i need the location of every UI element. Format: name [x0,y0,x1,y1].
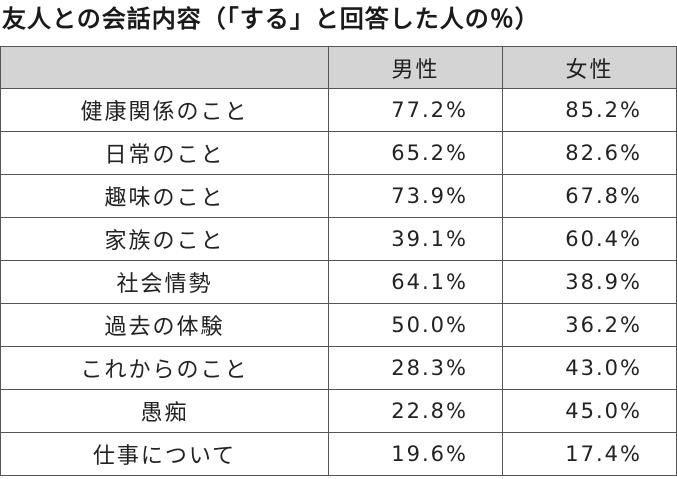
table-row: これからのこと 28.3% 43.0% [0,346,677,390]
header-cell-label [0,46,329,89]
male-value: 39.1% [328,217,503,261]
female-value: 67.8% [502,174,677,218]
male-value: 22.8% [328,389,503,433]
row-label: 趣味のこと [0,174,329,218]
row-label: 日常のこと [0,131,329,175]
table-row: 家族のこと 39.1% 60.4% [0,217,677,261]
female-value: 60.4% [502,217,677,261]
row-label: 仕事について [0,432,329,476]
row-label: 健康関係のこと [0,88,329,132]
row-label: 社会情勢 [0,260,329,304]
table-row: 日常のこと 65.2% 82.6% [0,131,677,175]
row-label: 愚痴 [0,389,329,433]
table-row: 愚痴 22.8% 45.0% [0,389,677,433]
male-value: 77.2% [328,88,503,132]
female-value: 43.0% [502,346,677,390]
male-value: 50.0% [328,303,503,347]
table-row: 過去の体験 50.0% 36.2% [0,303,677,347]
female-value: 82.6% [502,131,677,175]
female-value: 85.2% [502,88,677,132]
table-row: 仕事について 19.6% 17.4% [0,432,677,476]
female-value: 38.9% [502,260,677,304]
header-cell-male: 男性 [328,46,503,89]
data-table: 男性 女性 健康関係のこと 77.2% 85.2% 日常のこと 65.2% 82… [0,46,677,476]
male-value: 19.6% [328,432,503,476]
row-label: 家族のこと [0,217,329,261]
header-cell-female: 女性 [502,46,677,89]
chart-title: 友人との会話内容（「する」と回答した人の％） [2,5,540,33]
female-value: 17.4% [502,432,677,476]
male-value: 65.2% [328,131,503,175]
row-label: 過去の体験 [0,303,329,347]
male-value: 28.3% [328,346,503,390]
female-value: 45.0% [502,389,677,433]
table-row: 健康関係のこと 77.2% 85.2% [0,88,677,132]
female-value: 36.2% [502,303,677,347]
row-label: これからのこと [0,346,329,390]
header-row: 男性 女性 [0,46,677,89]
male-value: 64.1% [328,260,503,304]
table-row: 趣味のこと 73.9% 67.8% [0,174,677,218]
table-row: 社会情勢 64.1% 38.9% [0,260,677,304]
male-value: 73.9% [328,174,503,218]
